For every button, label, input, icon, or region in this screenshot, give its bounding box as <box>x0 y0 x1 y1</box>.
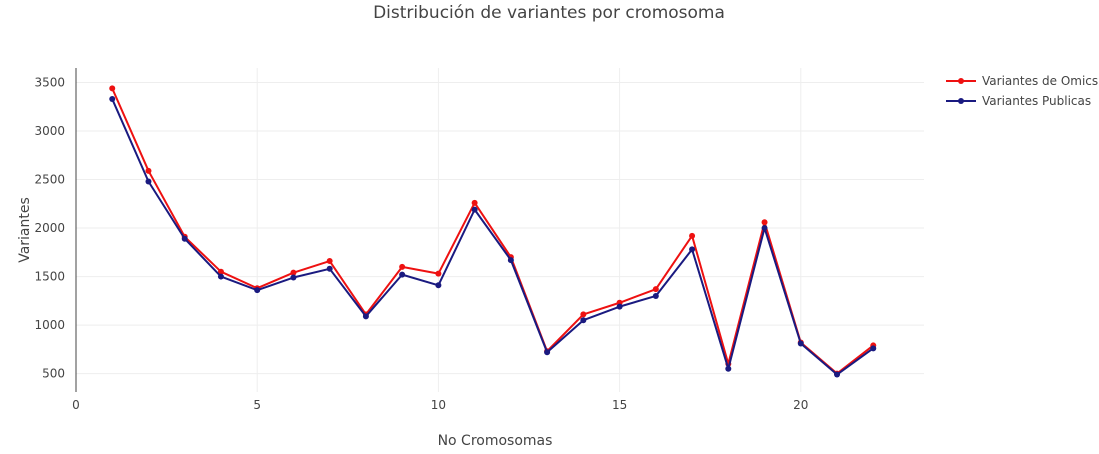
data-point[interactable] <box>145 167 152 174</box>
data-point[interactable] <box>109 85 116 92</box>
y-tick-label: 2000 <box>34 221 65 235</box>
data-point[interactable] <box>761 225 768 232</box>
data-point[interactable] <box>435 270 442 277</box>
data-point[interactable] <box>725 365 732 372</box>
x-tick-label: 0 <box>72 398 80 412</box>
legend[interactable]: Variantes de Omics Variantes Publicas <box>946 74 1098 108</box>
data-point[interactable] <box>399 263 406 270</box>
y-tick-label: 1500 <box>34 270 65 284</box>
legend-label: Variantes Publicas <box>982 94 1091 108</box>
x-axis-title: No Cromosomas <box>438 433 553 449</box>
data-point[interactable] <box>616 303 623 310</box>
x-tick-label: 20 <box>793 398 808 412</box>
data-point[interactable] <box>145 178 152 185</box>
y-axis-title: Variantes <box>17 197 33 263</box>
data-point[interactable] <box>689 232 696 239</box>
data-point[interactable] <box>797 340 804 347</box>
data-point[interactable] <box>181 235 188 242</box>
data-point[interactable] <box>290 269 297 276</box>
series-line <box>111 98 874 376</box>
y-tick-label: 1000 <box>34 318 65 332</box>
data-point[interactable] <box>652 286 659 293</box>
data-point[interactable] <box>109 96 116 103</box>
axes: 0 5 10 15 20 500 1000 1500 2000 2500 3000 3500 <box>34 68 808 412</box>
data-point[interactable] <box>834 371 841 378</box>
data-point[interactable] <box>544 349 551 356</box>
chart-title: Distribución de variantes por cromosoma <box>373 3 725 23</box>
data-point[interactable] <box>435 282 442 289</box>
data-point[interactable] <box>471 206 478 213</box>
data-point[interactable] <box>580 311 587 318</box>
data-point[interactable] <box>689 246 696 253</box>
data-point[interactable] <box>326 258 333 265</box>
series-omics <box>109 85 877 377</box>
data-point[interactable] <box>362 313 369 320</box>
data-point[interactable] <box>399 271 406 278</box>
legend-label: Variantes de Omics <box>982 74 1098 88</box>
y-tick-label: 2500 <box>34 173 65 187</box>
data-point[interactable] <box>580 317 587 324</box>
grid <box>76 68 924 392</box>
y-tick-label: 3500 <box>34 76 65 90</box>
data-point[interactable] <box>326 265 333 272</box>
series-line <box>111 87 874 375</box>
y-tick-label: 500 <box>42 367 65 381</box>
data-point[interactable] <box>290 274 297 281</box>
x-tick-label: 5 <box>253 398 261 412</box>
data-point[interactable] <box>652 292 659 299</box>
data-point[interactable] <box>507 257 514 264</box>
data-point[interactable] <box>471 199 478 206</box>
data-point[interactable] <box>217 273 224 280</box>
y-tick-label: 3000 <box>34 124 65 138</box>
data-point[interactable] <box>761 219 768 226</box>
legend-item-omics[interactable]: Variantes de Omics <box>946 74 1098 88</box>
legend-swatch-marker <box>958 78 964 84</box>
x-tick-label: 15 <box>612 398 627 412</box>
data-point[interactable] <box>870 345 877 352</box>
legend-swatch-marker <box>958 98 964 104</box>
data-point[interactable] <box>254 287 261 294</box>
legend-item-publicas[interactable]: Variantes Publicas <box>946 94 1091 108</box>
data-point[interactable] <box>217 268 224 275</box>
series <box>109 85 877 378</box>
series-publicas <box>109 96 877 378</box>
x-tick-label: 10 <box>431 398 446 412</box>
